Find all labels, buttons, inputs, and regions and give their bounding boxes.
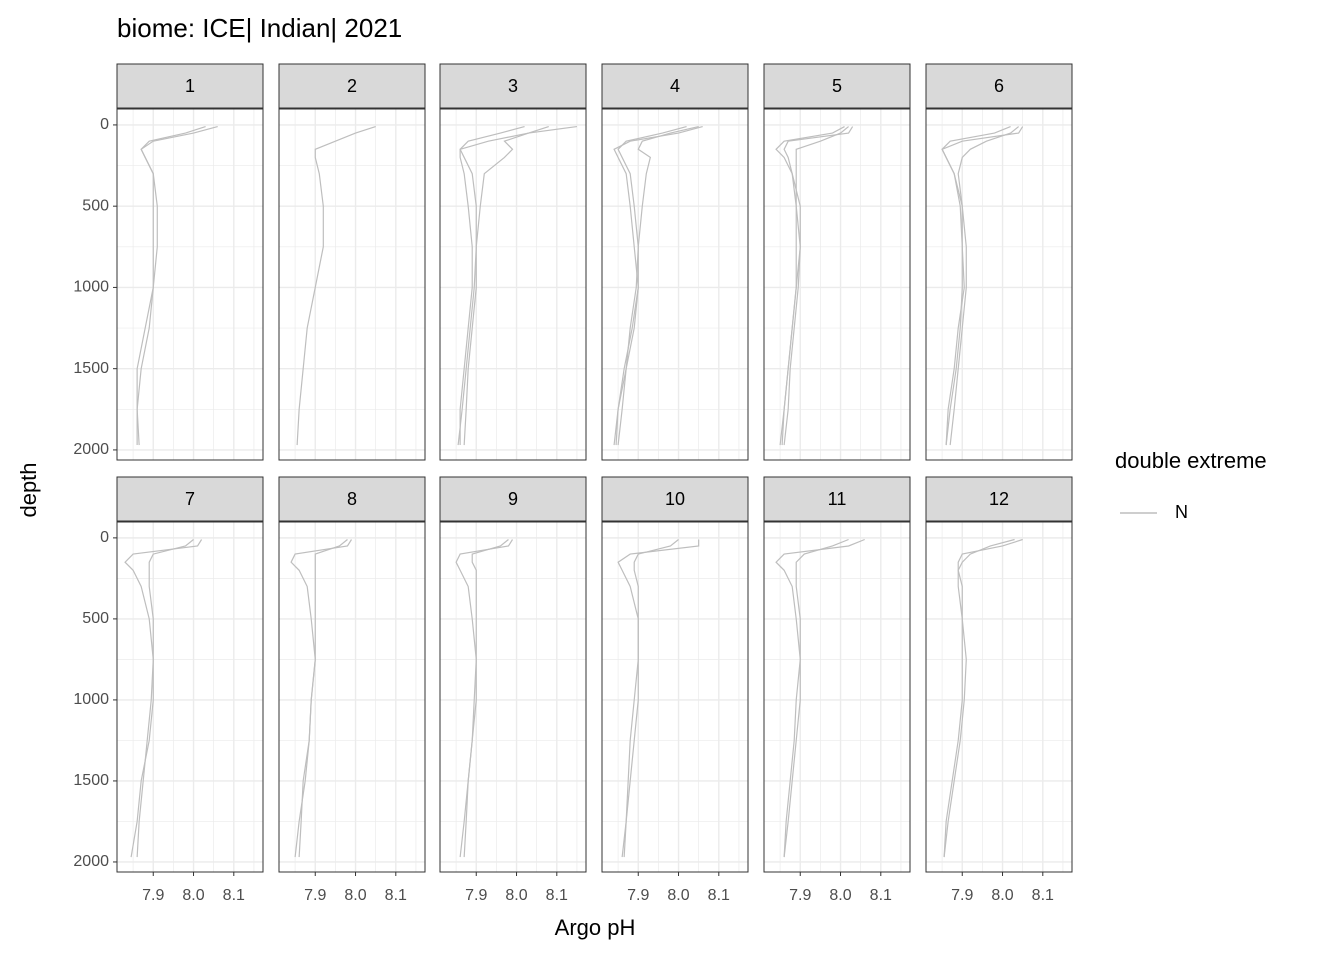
profile-line — [136, 125, 218, 446]
facet-strip — [601, 63, 749, 109]
profile-line — [775, 126, 845, 446]
facet-strip — [116, 63, 264, 109]
x-tick-label: 8.1 — [223, 887, 245, 904]
profile-line — [943, 538, 1015, 858]
y-axis-label: depth — [16, 462, 41, 517]
x-tick-label: 8.1 — [1032, 887, 1054, 904]
profile-line — [290, 539, 353, 858]
y-tick-label: 1500 — [73, 772, 109, 789]
facet-label: 7 — [185, 489, 195, 509]
facet-strip — [278, 476, 426, 522]
legend-label: N — [1175, 502, 1188, 522]
facet-strip — [601, 476, 749, 522]
panel-border — [439, 108, 587, 461]
chart-title: biome: ICE| Indian| 2021 — [117, 13, 402, 43]
x-tick-label: 8.1 — [870, 887, 892, 904]
profile-line — [943, 538, 1023, 858]
x-tick-label: 7.9 — [142, 887, 164, 904]
x-axis-label: Argo pH — [555, 915, 636, 940]
y-tick-label: 1000 — [73, 279, 109, 296]
profile-line — [463, 125, 578, 446]
profile-line — [136, 539, 194, 858]
panel-border — [601, 521, 749, 873]
y-tick-label: 1000 — [73, 691, 109, 708]
x-tick-label: 8.0 — [991, 887, 1013, 904]
profile-line — [455, 539, 514, 858]
y-tick-label: 1500 — [73, 360, 109, 377]
profile-line — [124, 539, 203, 858]
x-tick-label: 7.9 — [627, 887, 649, 904]
facet-label: 9 — [508, 489, 518, 509]
profile-line — [945, 126, 1020, 446]
facet-strip — [439, 63, 587, 109]
x-tick-label: 8.1 — [385, 887, 407, 904]
profile-line — [463, 539, 509, 858]
x-tick-label: 8.0 — [344, 887, 366, 904]
x-tick-label: 8.1 — [546, 887, 568, 904]
panel-border — [116, 108, 264, 461]
panel-border — [925, 521, 1073, 873]
facet-strip — [925, 476, 1073, 522]
profile-line — [298, 539, 348, 858]
y-tick-label: 0 — [100, 529, 109, 546]
facet-label: 11 — [828, 489, 847, 509]
facet-strip — [763, 63, 911, 109]
facet-label: 6 — [994, 76, 1004, 96]
facet-strip — [763, 476, 911, 522]
profile-line — [617, 125, 699, 446]
profile-line — [136, 125, 206, 446]
x-tick-label: 8.0 — [667, 887, 689, 904]
profile-line — [941, 125, 1011, 446]
y-tick-label: 2000 — [73, 853, 109, 870]
panel-border — [278, 521, 426, 873]
profile-line — [615, 125, 687, 446]
x-tick-label: 7.9 — [789, 887, 811, 904]
profile-line — [459, 125, 549, 446]
facet-strip — [925, 63, 1073, 109]
panel-border — [601, 108, 749, 461]
panel-border — [763, 108, 911, 461]
profile-line — [457, 125, 525, 446]
facet-label: 8 — [347, 489, 357, 509]
y-tick-label: 0 — [100, 116, 109, 133]
panel-border — [116, 521, 264, 873]
facet-strip — [116, 476, 264, 522]
x-tick-label: 7.9 — [304, 887, 326, 904]
profile-line — [623, 539, 679, 858]
y-tick-label: 2000 — [73, 441, 109, 458]
y-tick-label: 500 — [82, 610, 109, 627]
x-tick-label: 8.0 — [829, 887, 851, 904]
x-tick-label: 8.1 — [708, 887, 730, 904]
x-tick-label: 7.9 — [951, 887, 973, 904]
facet-label: 12 — [989, 489, 1009, 509]
profile-line — [296, 125, 376, 446]
facet-label: 4 — [670, 76, 680, 96]
facet-label: 2 — [347, 76, 357, 96]
profile-line — [783, 538, 849, 858]
x-tick-label: 8.0 — [182, 887, 204, 904]
facet-label: 1 — [185, 76, 195, 96]
panel-border — [763, 521, 911, 873]
y-tick-label: 500 — [82, 197, 109, 214]
panel-border — [925, 108, 1073, 461]
legend-title: double extreme — [1115, 448, 1267, 473]
panel-border — [439, 521, 587, 873]
profile-line — [775, 538, 865, 858]
x-tick-label: 7.9 — [465, 887, 487, 904]
profile-line — [783, 126, 849, 446]
facet-strip — [278, 63, 426, 109]
facet-label: 10 — [665, 489, 685, 509]
panel-border — [278, 108, 426, 461]
x-tick-label: 8.0 — [505, 887, 527, 904]
facet-label: 3 — [508, 76, 518, 96]
facet-strip — [439, 476, 587, 522]
facet-label: 5 — [832, 76, 842, 96]
